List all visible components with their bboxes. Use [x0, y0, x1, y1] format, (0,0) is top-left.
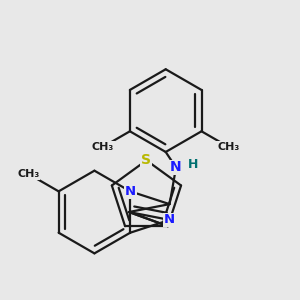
Text: CH₃: CH₃ — [17, 169, 39, 179]
Text: CH₃: CH₃ — [217, 142, 239, 152]
Text: H: H — [188, 158, 198, 171]
Text: N: N — [125, 185, 136, 198]
Text: N: N — [164, 213, 175, 226]
Text: N: N — [170, 160, 182, 175]
Text: CH₃: CH₃ — [92, 142, 114, 152]
Text: S: S — [142, 153, 152, 167]
